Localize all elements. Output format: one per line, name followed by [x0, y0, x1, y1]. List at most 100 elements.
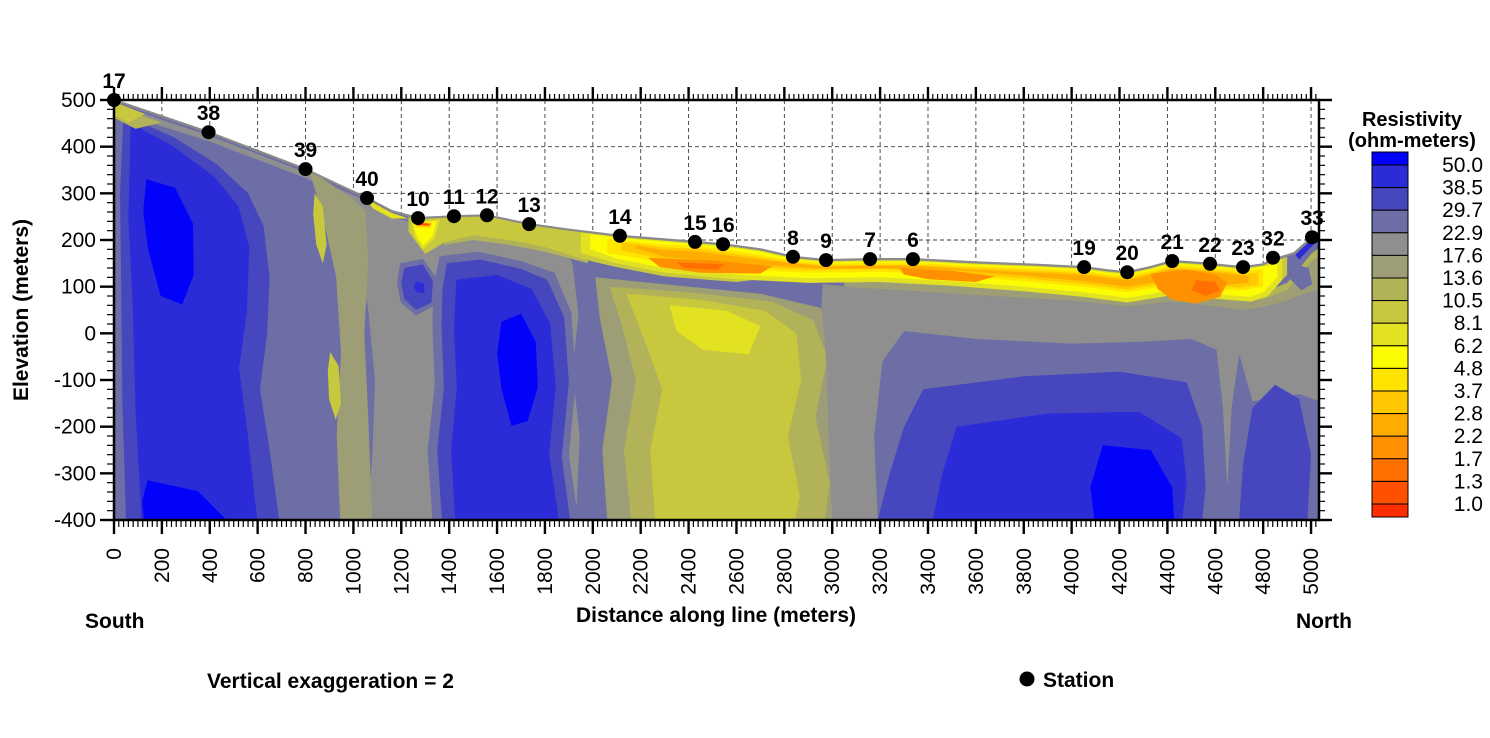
station-marker-33: 33: [1300, 207, 1324, 245]
x-tick-label: 3000: [821, 548, 844, 595]
x-tick-label: 1200: [390, 548, 413, 595]
station-dot: [411, 211, 426, 226]
x-tick-label: 5000: [1300, 548, 1323, 595]
station-legend-dot: [1019, 671, 1035, 687]
station-legend: Station: [1019, 669, 1114, 692]
x-tick-label: 3600: [965, 548, 988, 595]
station-dot: [1203, 256, 1218, 271]
station-marker-8: 8: [785, 227, 800, 264]
contour-region: [327, 352, 341, 420]
colorbar-cell: [1371, 345, 1409, 369]
colorbar-cell: [1371, 209, 1409, 234]
contour-region: [497, 313, 538, 426]
colorbar-level-label: 6.2: [1454, 335, 1483, 358]
plot-border: [112, 98, 1321, 522]
station-marker-21: 21: [1161, 231, 1185, 269]
x-tick-label: 1600: [486, 548, 509, 595]
x-tick-label: 3200: [869, 548, 892, 595]
x-tick-label: 800: [295, 548, 318, 583]
station-label: 11: [443, 186, 466, 209]
station-marker-17: 17: [102, 70, 126, 107]
station-dot: [819, 253, 834, 268]
station-label: 12: [475, 185, 498, 208]
y-tick-label: 100: [61, 276, 96, 299]
x-axis-title: Distance along line (meters): [576, 604, 856, 627]
station-dot: [688, 234, 703, 249]
station-marker-13: 13: [517, 194, 541, 232]
x-axis-tick-labels: 0 200 400 600 800 1000 1200 1400 1600 1800 2000 220…: [103, 548, 1323, 595]
colorbar-title-line2: (ohm-meters): [1348, 130, 1476, 152]
contour-region: [899, 268, 995, 282]
contour-region: [821, 284, 1319, 520]
station-marker-22: 22: [1198, 234, 1222, 271]
colorbar-cell: [1371, 232, 1409, 256]
x-tick-label: 4600: [1204, 548, 1227, 595]
x-tick-label: 2600: [725, 548, 748, 595]
colorbar-cell: [1371, 413, 1409, 437]
contour-region: [309, 170, 373, 520]
x-tick-label: 2800: [773, 548, 796, 595]
station-marker-16: 16: [711, 214, 735, 252]
colorbar-level-label: 1.0: [1454, 493, 1483, 516]
station-label: 9: [820, 230, 832, 253]
station-dot: [1305, 230, 1320, 245]
colorbar-level-label: 3.7: [1454, 380, 1483, 403]
colorbar-cell: [1371, 164, 1409, 189]
colorbar-level-label: 1.7: [1454, 448, 1483, 471]
station-label: 14: [608, 206, 632, 229]
stations: 17 38 39 40 10 11 12 13 14 15 16 8 9 7 6 19 20 21 22 23 32 33: [102, 70, 1324, 280]
contour-region: [1150, 269, 1228, 304]
contour-region: [676, 262, 725, 270]
colorbar-cell: [1371, 458, 1409, 482]
colorbar-cell: [1371, 435, 1409, 460]
station-label: 21: [1161, 231, 1185, 254]
x-tick-label: 2400: [678, 548, 701, 595]
colorbar-cell: [1371, 322, 1409, 347]
contour-region: [669, 305, 761, 355]
station-label: 10: [406, 188, 429, 211]
y-tick-label: 300: [61, 182, 96, 205]
station-marker-40: 40: [355, 168, 379, 206]
station-label: 33: [1300, 207, 1323, 230]
contour-region: [313, 193, 327, 264]
contour-region: [367, 199, 409, 219]
colorbar-level-label: 10.5: [1442, 290, 1483, 313]
station-marker-6: 6: [905, 229, 920, 267]
colorbar-level-label: 29.7: [1442, 199, 1483, 222]
colorbar-title-line1: Resistivity: [1362, 109, 1463, 131]
x-tick-label: 4200: [1109, 548, 1132, 595]
station-marker-19: 19: [1072, 237, 1096, 275]
x-tick-label: 4000: [1061, 548, 1084, 595]
station-dot: [522, 217, 537, 232]
x-tick-label: 1400: [438, 548, 461, 595]
station-dot: [480, 208, 495, 223]
contour-region: [142, 480, 227, 520]
colorbar-level-label: 17.6: [1442, 244, 1483, 267]
station-marker-7: 7: [863, 229, 878, 267]
colorbar-level-label: 8.1: [1454, 312, 1483, 335]
x-tick-label: 1800: [534, 548, 557, 595]
south-label: South: [85, 610, 144, 633]
station-label: 22: [1198, 234, 1221, 257]
station-marker-32: 32: [1261, 228, 1285, 265]
x-tick-label: 200: [151, 548, 174, 583]
station-label: 8: [787, 227, 799, 250]
station-marker-11: 11: [443, 186, 466, 224]
station-marker-15: 15: [683, 212, 707, 249]
y-tick-label: -300: [54, 462, 96, 485]
station-label: 38: [197, 102, 221, 125]
colorbar: Resistivity(ohm-meters)50.038.529.722.91…: [1348, 109, 1483, 518]
station-dot: [1236, 260, 1251, 275]
station-dot: [716, 237, 731, 252]
contour-region: [1290, 263, 1313, 291]
x-tick-label: 4400: [1156, 548, 1179, 595]
y-tick-label: 400: [61, 136, 96, 159]
station-dot: [785, 249, 800, 264]
x-tick-label: 2200: [630, 548, 653, 595]
station-label: 23: [1231, 237, 1254, 260]
station-dot: [298, 162, 313, 177]
contour-region: [114, 103, 392, 215]
station-label: 40: [355, 168, 378, 191]
station-label: 15: [683, 212, 707, 235]
